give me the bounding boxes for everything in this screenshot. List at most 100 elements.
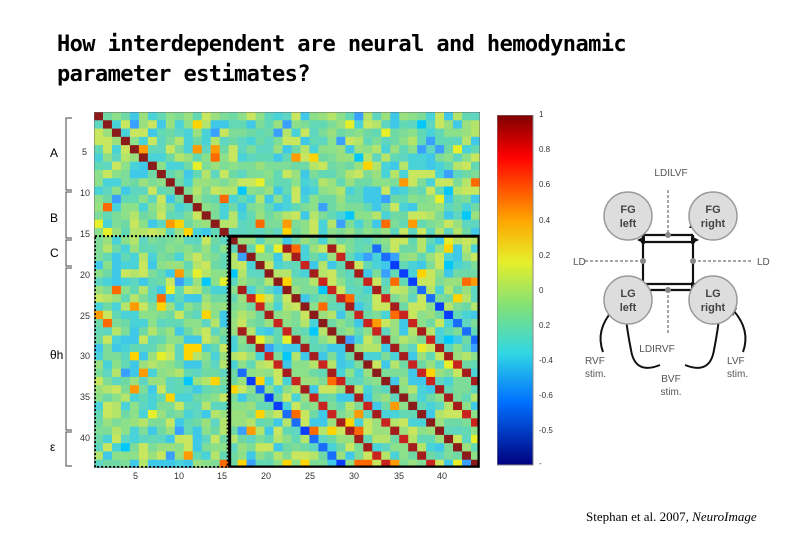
heatmap-cell [336, 393, 346, 403]
heatmap-cell [219, 136, 230, 146]
heatmap-cell [111, 236, 122, 245]
heatmap-cell [156, 294, 167, 303]
heatmap-cell [471, 178, 480, 188]
heatmap-cell [327, 443, 337, 452]
heatmap-cell [183, 335, 194, 345]
heatmap-cell [138, 318, 149, 328]
heatmap-cell [147, 161, 158, 171]
heatmap-cell [354, 443, 364, 452]
heatmap-cell [381, 327, 391, 337]
heatmap-cell [174, 244, 185, 254]
heatmap-cell [237, 352, 248, 361]
heatmap-cell [408, 335, 418, 345]
heatmap-cell [435, 178, 445, 188]
heatmap-cell [282, 252, 292, 262]
heatmap-cell [147, 285, 158, 295]
heatmap-cell [408, 360, 418, 370]
heatmap-cell [138, 136, 149, 146]
heatmap-cell [327, 261, 337, 270]
heatmap-cell [156, 153, 167, 163]
heatmap-cell [237, 161, 248, 171]
heatmap-cell [129, 327, 140, 337]
heatmap-cell [138, 252, 149, 262]
heatmap-cell [408, 153, 418, 163]
heatmap-cell [94, 219, 104, 229]
heatmap-cell [237, 178, 248, 188]
heatmap-cell [237, 310, 248, 320]
heatmap-cell [174, 294, 185, 303]
heatmap-cell [183, 451, 194, 461]
heatmap-cell [255, 128, 266, 138]
heatmap-cell [94, 352, 104, 361]
heatmap-cell [471, 318, 480, 328]
heatmap-cell [264, 443, 275, 452]
heatmap-cell [336, 418, 346, 428]
heatmap-cell [210, 277, 221, 287]
heatmap-cell [219, 145, 230, 154]
heatmap-cell [147, 178, 158, 188]
heatmap-cell [300, 368, 310, 378]
heatmap-cell [435, 161, 445, 171]
heatmap-cell [336, 410, 346, 419]
heatmap-cell [165, 318, 176, 328]
heatmap-cell [345, 186, 355, 196]
heatmap-cell [381, 418, 391, 428]
heatmap-cell [219, 219, 230, 229]
heatmap-cell [399, 376, 409, 386]
heatmap-cell [300, 244, 310, 254]
heatmap-cell [372, 335, 382, 345]
heatmap-cell [345, 153, 355, 163]
heatmap-cell [453, 211, 463, 221]
heatmap-cell [94, 294, 104, 303]
heatmap-cell [399, 352, 409, 361]
heatmap-cell [408, 120, 418, 130]
heatmap-cell [102, 227, 113, 237]
heatmap-cell [408, 252, 418, 262]
heatmap-cell [381, 211, 391, 221]
heatmap-cell [309, 343, 319, 353]
heatmap-cell [354, 426, 364, 436]
heatmap-cell [94, 410, 104, 419]
heatmap-cell [372, 219, 382, 229]
heatmap-cell [192, 410, 203, 419]
heatmap-cell [165, 352, 176, 361]
heatmap-cell [390, 227, 400, 237]
block-outline-theta [228, 234, 480, 468]
heatmap-cell [201, 194, 212, 204]
heatmap-cell [372, 236, 382, 245]
heatmap-cell [372, 261, 382, 270]
heatmap-cell [94, 418, 104, 428]
heatmap-cell [120, 269, 131, 279]
heatmap-cell [174, 285, 185, 295]
heatmap-cell [417, 194, 427, 204]
heatmap-cell [147, 443, 158, 452]
heatmap-cell [435, 434, 445, 444]
heatmap-cell [94, 161, 104, 171]
heatmap-cell [201, 294, 212, 303]
heatmap-cell [417, 434, 427, 444]
heatmap-cell [291, 451, 301, 461]
heatmap-cell [390, 169, 400, 179]
label-lvf-line2: stim. [727, 369, 748, 380]
heatmap-cell [183, 136, 194, 146]
heatmap-cell [219, 352, 230, 361]
heatmap-cell [471, 385, 480, 394]
heatmap-cell [165, 261, 176, 270]
heatmap-cell [399, 335, 409, 345]
heatmap-cell [138, 227, 149, 237]
heatmap-cell [399, 310, 409, 320]
heatmap-cell [399, 186, 409, 196]
heatmap-cell [462, 360, 472, 370]
heatmap-cell [471, 203, 480, 212]
heatmap-cell [471, 285, 480, 295]
block-outline-left [94, 235, 229, 468]
y-tick: 10 [80, 188, 91, 198]
heatmap-cell [156, 443, 167, 452]
node-lg-left: LG left [603, 275, 653, 325]
heatmap-cell [210, 161, 221, 171]
heatmap-cell [462, 203, 472, 212]
heatmap-cell [94, 277, 104, 287]
heatmap-cell [381, 128, 391, 138]
heatmap-cell [282, 443, 292, 452]
heatmap-cell [444, 227, 454, 237]
